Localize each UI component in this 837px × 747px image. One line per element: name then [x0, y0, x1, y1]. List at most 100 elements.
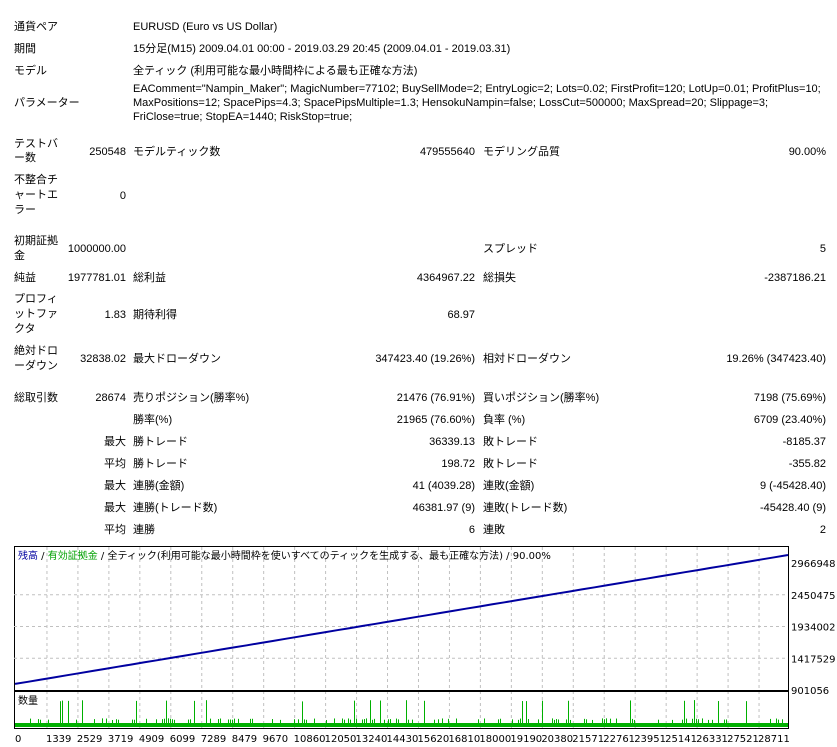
net-label: 純益 — [14, 272, 36, 284]
volume-bar — [164, 718, 165, 726]
volume-bar — [746, 701, 747, 726]
volume-bar — [210, 718, 211, 726]
volume-bar — [442, 718, 443, 726]
x-tick-label: 18000 — [479, 734, 511, 745]
balance-line — [14, 554, 789, 685]
net-value: 1977781.01 — [67, 272, 126, 284]
volume-bar — [366, 718, 367, 726]
volume-bar — [770, 718, 771, 726]
largest-loss-value: -8185.37 — [782, 436, 826, 448]
volume-bar — [456, 718, 457, 726]
mismatch-value: 0 — [119, 190, 126, 202]
y-tick-label: 2966948 — [791, 559, 836, 570]
volume-bar — [188, 719, 189, 726]
loss-label: 負率 (%) — [483, 414, 526, 426]
volume-bar — [610, 718, 611, 726]
volume-bar — [146, 718, 147, 726]
max-cons-lossamt-value: -45428.40 (9) — [759, 502, 826, 514]
max-cons-profit-value: 46381.97 (9) — [412, 502, 475, 514]
loss-value: 6709 (23.40%) — [753, 414, 826, 426]
rel-dd-value: 19.26% (347423.40) — [726, 353, 826, 365]
volume-bar — [232, 719, 233, 726]
volume-bar — [616, 718, 617, 726]
volume-bar — [658, 719, 659, 726]
x-tick-label: 21571 — [572, 734, 604, 745]
y-tick-label: 2450475 — [791, 591, 836, 602]
volume-bar — [304, 719, 305, 726]
spread-value: 5 — [819, 243, 826, 255]
x-tick-label: 8479 — [232, 734, 257, 745]
volume-bar — [522, 701, 523, 726]
volume-bar — [194, 700, 195, 726]
volume-bar — [448, 718, 449, 726]
volume-bar — [398, 719, 399, 726]
x-tick-label: 10860 — [294, 734, 326, 745]
abs-dd-label: 絶対ドローダウン — [14, 345, 58, 372]
spread-label: スプレッド — [483, 243, 538, 255]
long-label: 買いポジション(勝率%) — [483, 392, 600, 404]
volume-bars — [15, 700, 788, 727]
max-label-3: 最大 — [104, 502, 126, 514]
volume-bar — [424, 700, 425, 726]
volume-bar — [234, 718, 235, 726]
x-tick-label: 7289 — [201, 734, 226, 745]
volume-bar — [272, 719, 273, 726]
rel-dd-label: 相対ドローダウン — [483, 353, 571, 365]
x-tick-label: 6099 — [170, 734, 195, 745]
volume-bar — [162, 719, 163, 726]
avg-win-label: 勝トレード — [133, 458, 188, 470]
volume-bar — [568, 700, 569, 726]
volume-bar — [294, 719, 295, 726]
trades-value: 28674 — [95, 392, 126, 404]
volume-bar — [362, 719, 363, 726]
volume-bar — [708, 719, 709, 726]
volume-bar — [726, 719, 727, 726]
largest-win-label: 勝トレード — [133, 436, 188, 448]
volume-bar — [778, 719, 779, 726]
gross-profit-value: 4364967.22 — [416, 272, 475, 284]
volume-label: 数量 — [18, 694, 38, 707]
volume-bar — [412, 719, 413, 726]
volume-bar — [238, 718, 239, 726]
volume-bar — [552, 718, 553, 726]
volume-bar — [592, 719, 593, 726]
largest-win-value: 36339.13 — [429, 436, 475, 448]
volume-bar — [82, 700, 83, 726]
long-value: 7198 (75.69%) — [753, 392, 826, 404]
volume-bar — [334, 718, 335, 726]
volume-bar — [388, 719, 389, 726]
x-tick-label: 16810 — [448, 734, 480, 745]
legend-quality: 90.00% — [513, 551, 551, 562]
volume-bar — [390, 719, 391, 726]
x-tick-label: 22761 — [603, 734, 635, 745]
volume-bar — [302, 701, 303, 726]
volume-bar — [584, 718, 585, 726]
x-tick-label: 20380 — [541, 734, 573, 745]
max-cons-loss-label: 連敗(金額) — [483, 480, 535, 492]
volume-bar — [298, 719, 299, 726]
x-tick-label: 2529 — [77, 734, 102, 745]
y-tick-label: 1417529 — [791, 654, 836, 665]
volume-bar — [526, 701, 527, 726]
avg-cons-win-value: 6 — [468, 524, 475, 536]
ticks-value: 479555640 — [419, 146, 475, 158]
max-cons-win-value: 41 (4039.28) — [412, 480, 475, 492]
short-label: 売りポジション(勝率%) — [133, 392, 250, 404]
volume-bar — [634, 719, 635, 726]
volume-bar — [172, 719, 173, 726]
chart-legend: 残高 / 有効証拠金 / 全ティック(利用可能な最小時間枠を使いすべてのティック… — [18, 549, 551, 562]
volume-bar — [306, 719, 307, 726]
volume-bar — [698, 719, 699, 726]
volume-bar — [252, 718, 253, 726]
volume-bar — [374, 718, 375, 726]
symbol-value: EURUSD (Euro vs US Dollar) — [133, 21, 278, 33]
volume-bar — [542, 700, 543, 726]
volume-bar — [250, 718, 251, 726]
volume-bar — [684, 700, 685, 726]
legend-equity: 有効証拠金 — [48, 549, 98, 562]
volume-bar — [30, 718, 31, 726]
x-tick-label: 25141 — [665, 734, 697, 745]
abs-dd-value: 32838.02 — [80, 353, 126, 365]
volume-bar — [116, 719, 117, 726]
volume-bar — [538, 719, 539, 726]
